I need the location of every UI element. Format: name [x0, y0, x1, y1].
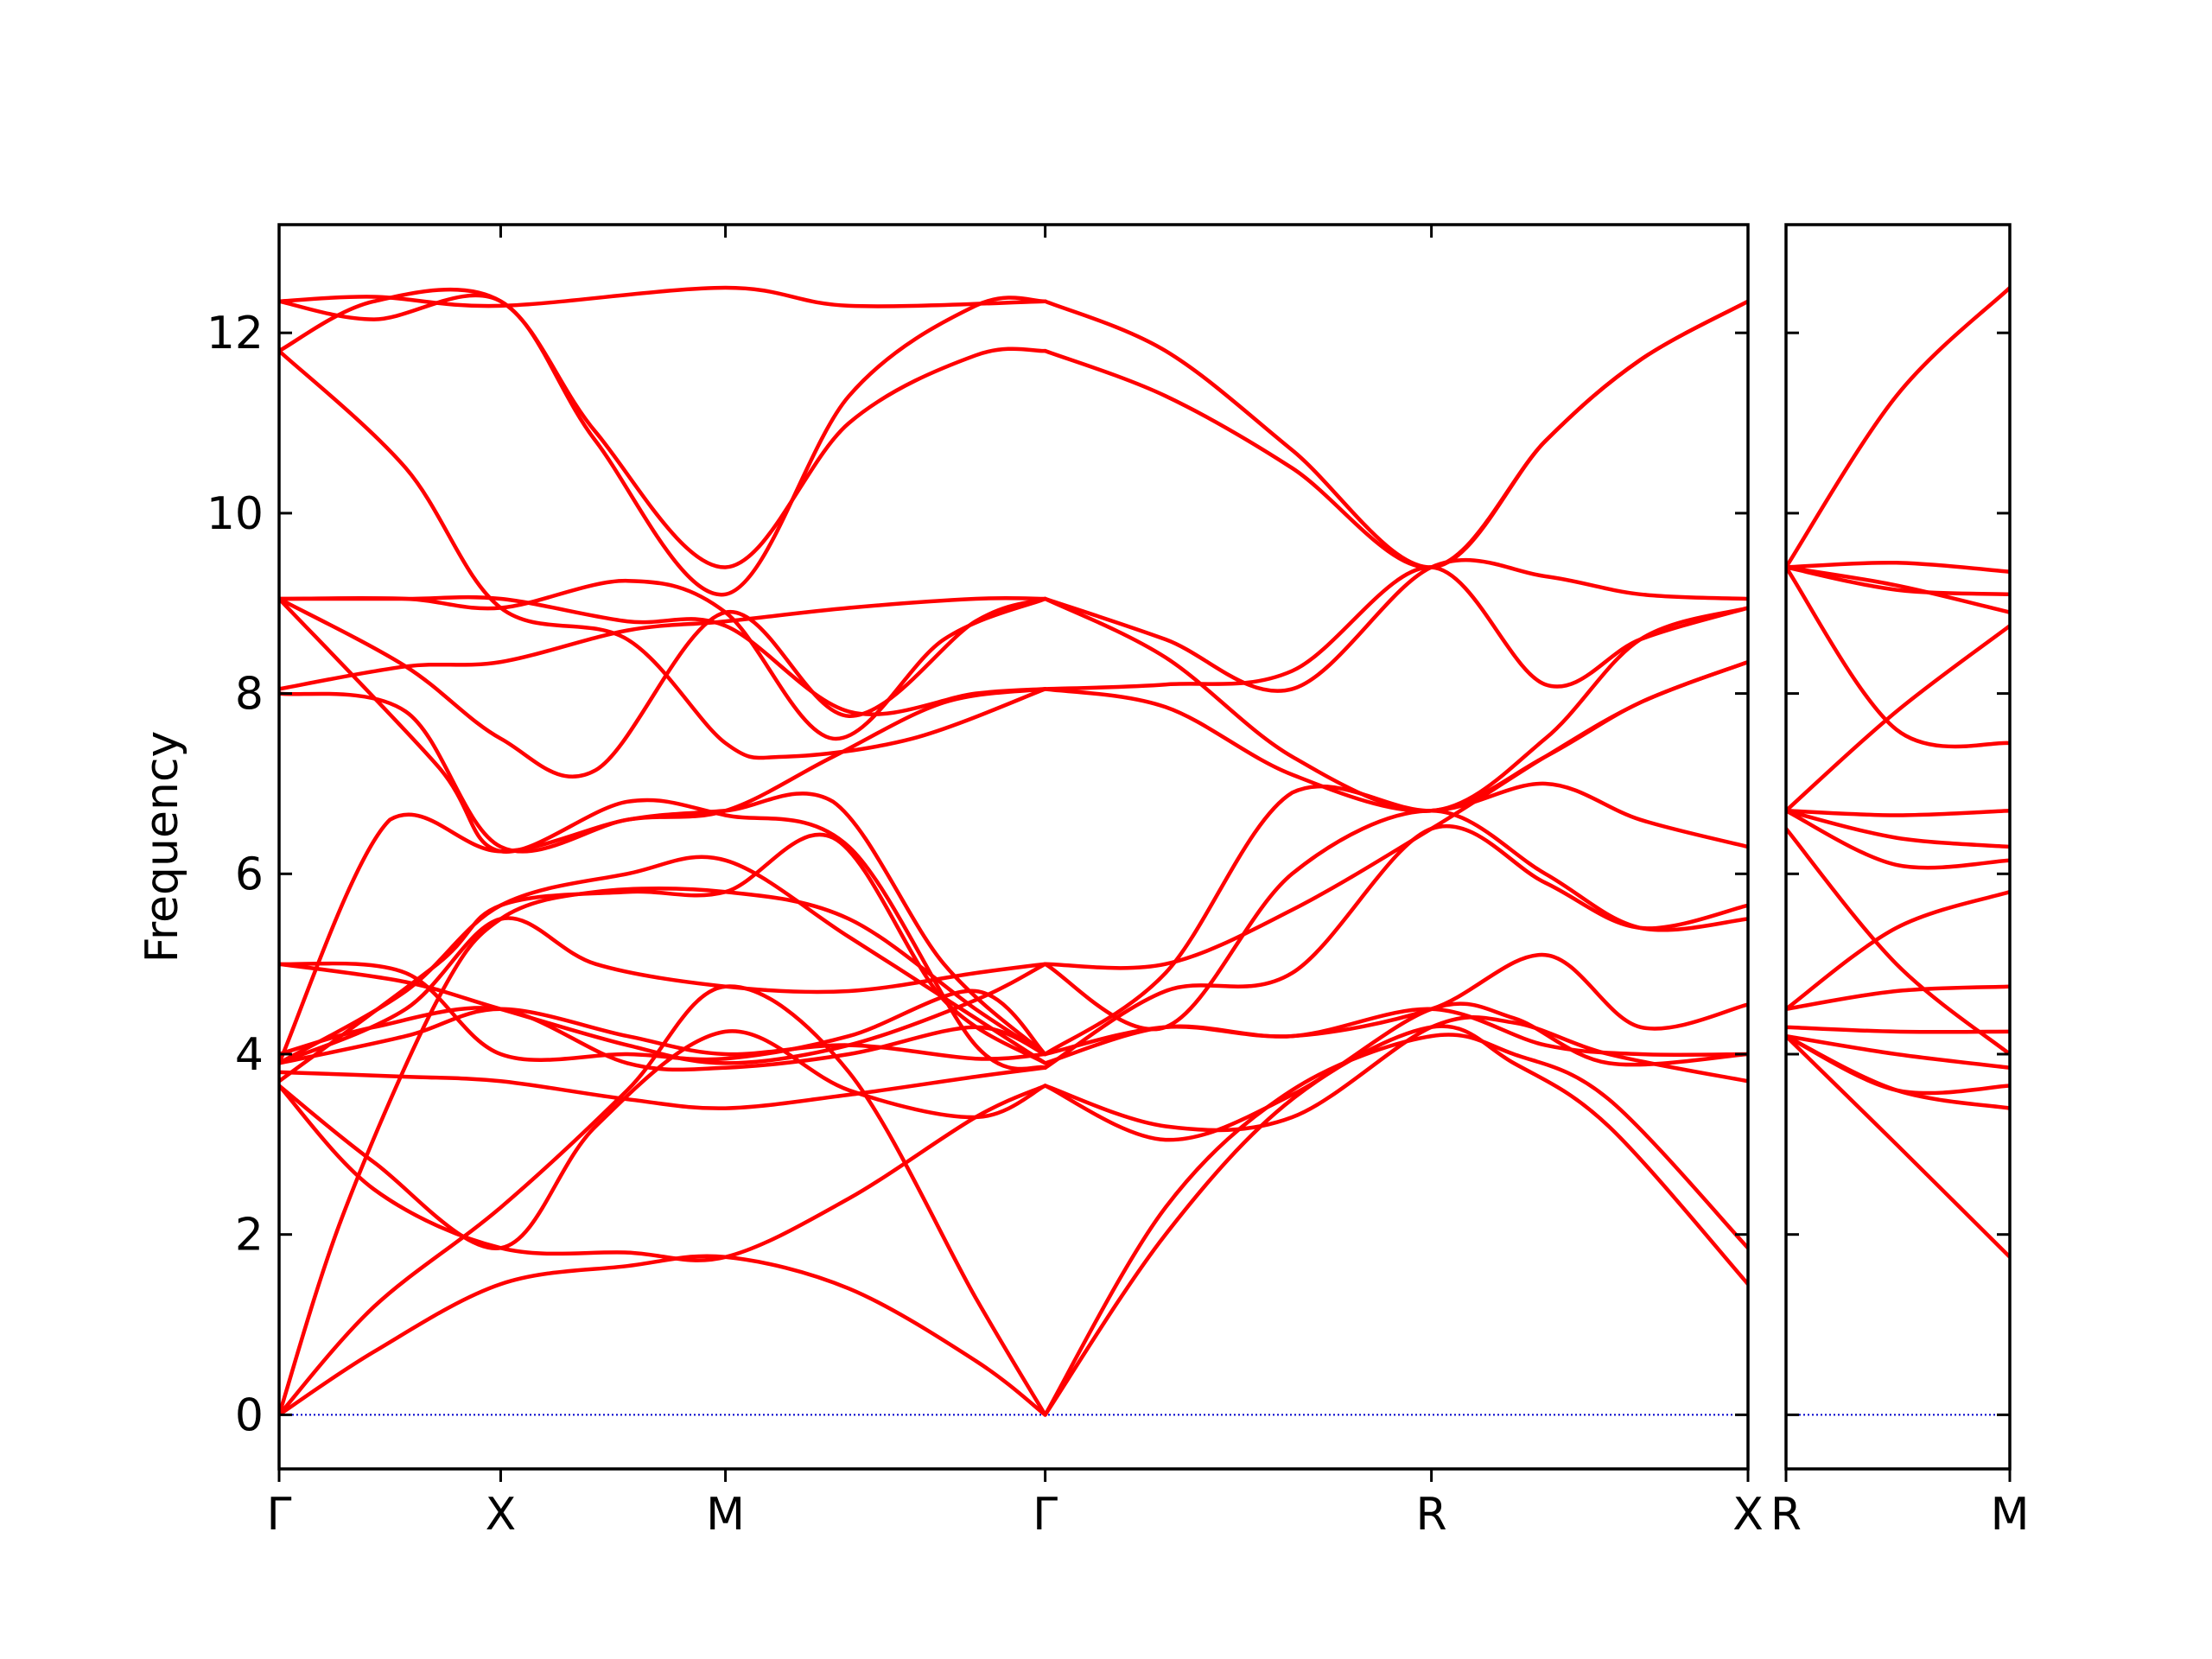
y-tick-label: 6	[235, 849, 264, 900]
band-line-11	[279, 961, 1047, 1063]
y-tick-label: 12	[207, 308, 264, 359]
band-line-4	[279, 1084, 1047, 1262]
band-line-40	[1043, 299, 1748, 569]
band-line-12	[1786, 624, 2010, 813]
band-line-16	[279, 687, 1047, 854]
y-tick-label: 8	[235, 669, 264, 721]
band-line-25	[1043, 1024, 1748, 1417]
bands-group	[1786, 285, 2010, 1260]
band-line-16	[1786, 560, 2010, 574]
y-tick-label: 10	[207, 488, 264, 540]
band-line-11	[1786, 809, 2010, 817]
band-line-18	[279, 594, 1047, 716]
x-tick-label: Γ	[267, 1489, 292, 1541]
band-line-2	[1786, 1033, 2010, 1110]
plot-frame	[1784, 223, 2012, 1471]
band-line-15	[1786, 565, 2010, 597]
band-line-1	[1786, 1033, 2010, 1260]
band-line-6	[279, 1065, 1047, 1110]
x-tick-label: Γ	[1033, 1489, 1058, 1541]
band-line-9	[1786, 809, 2010, 870]
band-line-6	[1786, 984, 2010, 1012]
band-line-28	[1043, 1015, 1748, 1133]
plot-frame	[277, 223, 1750, 1471]
band-line-10	[1786, 809, 2010, 849]
band-line-36	[1043, 596, 1748, 813]
band-line-7	[1786, 889, 2010, 1012]
y-tick-label: 2	[235, 1210, 264, 1262]
band-line-17	[279, 595, 1047, 691]
band-line-4	[1786, 1033, 2010, 1070]
band-line-8	[1786, 826, 2010, 1057]
band-line-1	[279, 1254, 1047, 1417]
band-line-13	[1786, 565, 2010, 749]
band-line-17	[1786, 285, 2010, 569]
band-line-23	[279, 285, 1047, 308]
bands-group	[279, 285, 1748, 1417]
band-line-5	[279, 1029, 1047, 1250]
band-line-19	[279, 596, 1047, 779]
band-line-15	[279, 832, 1047, 1084]
band-line-7	[279, 1007, 1047, 1065]
y-axis-label: Frequency	[137, 731, 188, 963]
band-line-27	[1043, 1001, 1748, 1142]
x-tick-label: M	[706, 1489, 745, 1541]
band-line-38	[1043, 557, 1748, 693]
band-line-24	[279, 287, 1047, 569]
x-tick-label: X	[486, 1489, 517, 1541]
band-line-32	[1043, 823, 1748, 1070]
x-tick-label: M	[1991, 1489, 2030, 1541]
x-tick-label: X	[1732, 1489, 1764, 1541]
y-tick-label: 4	[235, 1029, 264, 1081]
band-line-37	[1043, 565, 1748, 691]
band-line-21	[279, 348, 1047, 760]
band-line-13	[279, 791, 1047, 1065]
x-tick-label: R	[1770, 1489, 1802, 1541]
band-line-5	[1786, 1025, 2010, 1034]
band-line-20	[279, 578, 1047, 741]
x-tick-label: R	[1416, 1489, 1447, 1541]
band-line-8	[279, 1006, 1047, 1072]
band-line-2	[279, 984, 1047, 1417]
y-tick-label: 0	[235, 1389, 264, 1441]
panel-main: 0 2 4 6 8 10 12 Γ X M Γ R X	[207, 223, 1764, 1541]
band-line-22	[279, 293, 1047, 597]
band-line-26	[1043, 1033, 1748, 1417]
band-line-9	[279, 916, 1047, 1065]
band-line-3	[1786, 1033, 2010, 1096]
